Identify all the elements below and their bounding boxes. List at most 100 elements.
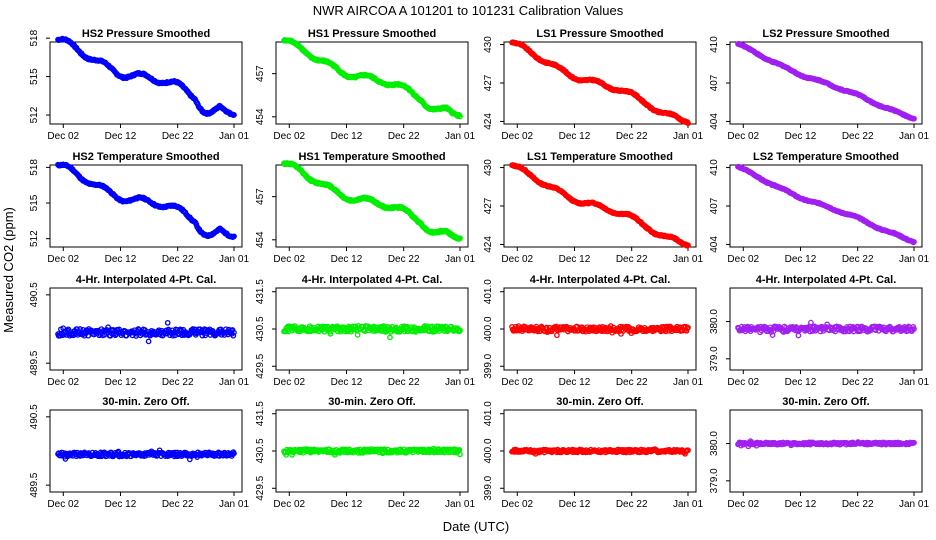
- plot-frame: [275, 41, 469, 125]
- panel-title: 4-Hr. Interpolated 4-Pt. Cal.: [302, 274, 443, 286]
- data-series: [509, 446, 691, 457]
- x-tick-label: Dec 22: [388, 131, 420, 142]
- y-tick-label: 380.0: [709, 309, 720, 334]
- data-series: [55, 161, 237, 240]
- x-tick-label: Dec 12: [559, 377, 591, 388]
- x-tick-label: Jan 01: [673, 254, 703, 265]
- y-tick-label: 401.0: [483, 279, 494, 304]
- x-tick-label: Dec 02: [501, 377, 533, 388]
- x-tick-label: Dec 22: [842, 254, 874, 265]
- x-tick-label: Jan 01: [445, 499, 475, 510]
- y-tick-label: 431.5: [255, 401, 266, 426]
- x-tick-label: Jan 01: [445, 377, 475, 388]
- y-tick-label: 429.5: [255, 353, 266, 378]
- plot-frame: [729, 287, 923, 371]
- y-tick-label: 427: [483, 74, 494, 91]
- y-tick-label: 400.0: [483, 316, 494, 341]
- y-tick-label: 430.5: [255, 316, 266, 341]
- y-tick-label: 424: [483, 236, 494, 253]
- data-point: [178, 326, 184, 333]
- plot-frame: [49, 41, 243, 125]
- panel-title: LS1 Pressure Smoothed: [536, 28, 663, 40]
- x-tick-label: Dec 22: [842, 131, 874, 142]
- y-tick-label: 515: [29, 68, 40, 85]
- data-point: [387, 334, 393, 341]
- x-tick-label: Dec 02: [273, 499, 305, 510]
- y-tick-label: 490.5: [29, 282, 40, 307]
- x-tick-label: Dec 02: [47, 254, 79, 265]
- y-tick-label: 424: [483, 113, 494, 130]
- panel-title: 4-Hr. Interpolated 4-Pt. Cal.: [530, 274, 671, 286]
- y-tick-label: 429.5: [255, 475, 266, 500]
- x-tick-label: Dec 02: [47, 499, 79, 510]
- data-point: [685, 120, 691, 127]
- x-tick-label: Dec 12: [331, 131, 363, 142]
- data-point: [808, 319, 814, 326]
- data-series: [281, 37, 463, 120]
- y-tick-label: 380.0: [709, 431, 720, 456]
- x-tick-label: Dec 12: [105, 131, 137, 142]
- data-series: [509, 323, 691, 339]
- x-tick-label: Dec 02: [727, 254, 759, 265]
- panel-title: 4-Hr. Interpolated 4-Pt. Cal.: [756, 274, 897, 286]
- plot-frame: [729, 409, 923, 493]
- data-point: [457, 327, 463, 334]
- x-tick-label: Dec 02: [273, 254, 305, 265]
- y-tick-label: 431.5: [255, 279, 266, 304]
- x-tick-label: Dec 22: [388, 377, 420, 388]
- y-tick-label: 404: [709, 113, 720, 130]
- y-tick-label: 410: [709, 36, 720, 53]
- x-tick-label: Dec 02: [727, 499, 759, 510]
- panel-title: LS2 Temperature Smoothed: [753, 151, 899, 163]
- panel: 4-Hr. Interpolated 4-Pt. Cal. 379.0 380.0 D…: [709, 274, 929, 388]
- y-tick-label: 399.0: [483, 353, 494, 378]
- data-point: [327, 330, 334, 337]
- panel: LS1 Pressure Smoothed 424 427 430 Dec 02 Dec …: [483, 28, 703, 142]
- panel: 30-min. Zero Off. 379.0 380.0 Dec 02 Dec 12 D…: [709, 396, 929, 510]
- x-tick-label: Dec 22: [162, 499, 194, 510]
- panel: LS2 Temperature Smoothed 404 407 410 Dec 02 D…: [709, 151, 929, 265]
- panel-title: HS1 Pressure Smoothed: [308, 28, 436, 40]
- y-tick-label: 518: [29, 159, 40, 176]
- y-tick-label: 457: [255, 188, 266, 205]
- data-point: [457, 451, 463, 458]
- panel-title: HS1 Temperature Smoothed: [298, 151, 445, 163]
- x-tick-label: Jan 01: [673, 377, 703, 388]
- panel: 30-min. Zero Off. 489.5 490.5 Dec 02 Dec 12 D…: [29, 396, 249, 510]
- x-tick-label: Jan 01: [445, 131, 475, 142]
- data-point: [231, 450, 237, 457]
- panel: HS1 Pressure Smoothed 454 457 Dec 02 Dec 12 D…: [255, 28, 475, 142]
- data-series: [509, 39, 691, 127]
- data-series: [735, 319, 917, 339]
- data-series: [281, 160, 463, 242]
- x-tick-label: Dec 12: [331, 499, 363, 510]
- data-point: [685, 324, 691, 331]
- panel: LS2 Pressure Smoothed 404 407 410 Dec 02 Dec …: [709, 28, 929, 142]
- y-tick-label: 407: [709, 197, 720, 214]
- panel-title: LS2 Pressure Smoothed: [762, 28, 889, 40]
- x-tick-label: Dec 12: [559, 254, 591, 265]
- data-point: [795, 332, 802, 339]
- x-tick-label: Jan 01: [445, 254, 475, 265]
- x-tick-label: Jan 01: [673, 131, 703, 142]
- y-tick-label: 512: [29, 106, 40, 123]
- x-tick-label: Jan 01: [899, 131, 929, 142]
- panel-grid: HS2 Pressure Smoothed 512 515 518 Dec 02 Dec …: [29, 28, 929, 510]
- y-tick-label: 379.0: [709, 346, 720, 371]
- x-tick-label: Dec 12: [785, 131, 817, 142]
- x-axis-title: Date (UTC): [443, 519, 509, 534]
- x-tick-label: Dec 22: [842, 499, 874, 510]
- y-tick-label: 489.5: [29, 472, 40, 497]
- figure-title: NWR AIRCOA A 101201 to 101231 Calibratio…: [313, 3, 624, 18]
- data-point: [911, 439, 917, 446]
- panel: 4-Hr. Interpolated 4-Pt. Cal. 429.5 430.5 4…: [255, 274, 475, 388]
- y-tick-label: 430: [483, 36, 494, 53]
- data-point: [457, 235, 463, 242]
- y-axis-title: Measured CO2 (ppm): [1, 207, 16, 333]
- data-point: [145, 338, 152, 345]
- x-tick-label: Dec 22: [616, 254, 648, 265]
- y-tick-label: 512: [29, 230, 40, 247]
- y-tick-label: 379.0: [709, 468, 720, 493]
- y-tick-label: 454: [255, 231, 266, 248]
- x-tick-label: Jan 01: [219, 131, 249, 142]
